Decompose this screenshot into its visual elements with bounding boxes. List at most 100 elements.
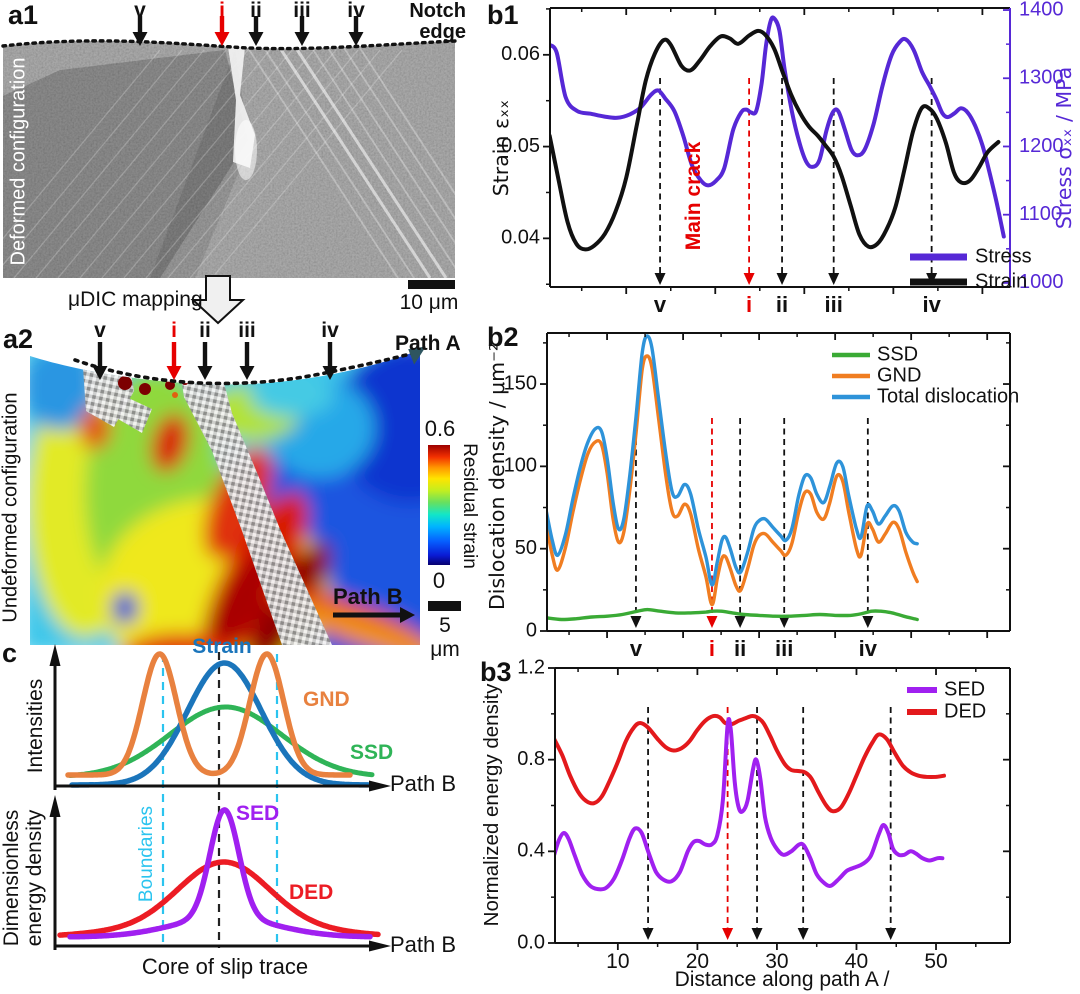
- c-boundaries-label: Boundaries: [136, 805, 157, 903]
- down-arrow-icon: [166, 342, 182, 380]
- panel-b1-label: b1: [487, 0, 519, 30]
- slip-trace-line: [3, 49, 161, 278]
- legend-label-total-dislocation: Total dislocation: [877, 385, 1019, 407]
- marker-arrow-icon: [320, 342, 340, 380]
- panel-c: c Strain GND SSD SED DED Path B Path B C…: [0, 635, 470, 994]
- c-path-b-bottom-label: Path B: [390, 932, 457, 957]
- mapping-label: μDIC mapping: [68, 288, 203, 311]
- marker-label-ii: ii: [199, 319, 211, 342]
- y-right-tick-label: 1300: [1019, 67, 1064, 89]
- path-a-arrow-icon: [408, 346, 426, 365]
- marker-label-ii: ii: [734, 636, 746, 661]
- y-tick-label: 0: [526, 619, 537, 641]
- x-tick-label: 20: [686, 950, 709, 973]
- marker-arrow-icon: [828, 273, 840, 285]
- series-group: [550, 15, 1006, 252]
- path-a-label: Path A: [395, 332, 461, 355]
- schematic-curve-ded: [57, 859, 381, 938]
- y-tick-label: 0.04: [501, 227, 540, 249]
- down-arrow-icon: [348, 16, 364, 46]
- schematic-curve-sed: [67, 807, 373, 940]
- x-tick-label: 30: [765, 950, 788, 973]
- legend-label-strain: Strain: [975, 270, 1027, 292]
- marker-label-v: v: [134, 0, 146, 22]
- b1-chart: v i ii iii iv0.040.050.061000110012001300140…: [501, 0, 1064, 317]
- path-b-label: Path B: [333, 584, 403, 609]
- b3-axis-title: Normalized energy density: [480, 683, 503, 927]
- path-a-dotted-line: [73, 350, 420, 386]
- series-ded: [555, 713, 946, 814]
- legend-label-stress: Stress: [975, 245, 1032, 267]
- marker-arrow-icon: [164, 342, 184, 380]
- marker-arrow-icon: [195, 342, 215, 380]
- y-right-tick-label: 1400: [1019, 0, 1064, 20]
- legend-label-gnd: GND: [877, 364, 921, 386]
- marker-label-ii: ii: [250, 0, 262, 22]
- sem-dark-wedge: [150, 50, 250, 278]
- marker-arrow-icon: [292, 16, 312, 46]
- marker-arrow-icon: [722, 928, 734, 940]
- y-tick-label: 0.06: [501, 43, 540, 65]
- sem-dark-band: [3, 50, 248, 278]
- marker-label-v: v: [94, 319, 106, 342]
- marker-arrow-icon: [130, 16, 150, 46]
- down-arrow-icon: [322, 342, 338, 380]
- main-crack-label: Main crack: [682, 141, 705, 251]
- slip-trace-line: [359, 47, 455, 278]
- slip-trace-line: [327, 47, 455, 278]
- marker-label-i: i: [171, 319, 177, 342]
- marker-arrow-icon: [346, 16, 366, 46]
- slip-trace-line: [57, 49, 249, 278]
- series-ssd: [547, 607, 919, 622]
- marker-label-i: i: [219, 0, 225, 22]
- marker-arrow-icon: [778, 616, 790, 628]
- slip-trace-line: [123, 49, 315, 278]
- c-ded-label: DED: [289, 881, 334, 904]
- y-right-tick-label: 1100: [1019, 203, 1062, 225]
- slip-trace-line: [3, 49, 183, 278]
- slip-trace-line: [35, 49, 227, 278]
- marker-arrow-icon: [246, 16, 266, 46]
- panel-a2-label: a2: [3, 324, 34, 354]
- axis-arrow-icon: [369, 940, 391, 952]
- marker-label-iii: iii: [825, 292, 843, 317]
- y-tick-label: 0.4: [517, 840, 545, 862]
- x-tick-label: 10: [606, 950, 629, 973]
- b1-right-axis-title: Stress σₓₓ / MPa: [1052, 66, 1076, 230]
- marker-label-iv: iv: [922, 292, 941, 317]
- y-right-tick-label: 1200: [1019, 135, 1064, 157]
- slip-trace-line: [101, 49, 293, 278]
- schematic-curve-ssd: [67, 704, 375, 778]
- scalebar-a1-label: 10 μm: [399, 291, 459, 314]
- deformed-config-label: Deformed configuration: [7, 57, 30, 266]
- marker-label-ii: ii: [776, 292, 788, 317]
- sem-crack-glow: [235, 120, 257, 180]
- c-intensities-label: Intensities: [24, 678, 47, 774]
- marker-arrow-icon: [706, 616, 718, 628]
- slip-trace-line: [189, 49, 381, 278]
- down-arrow-icon: [214, 16, 230, 46]
- series-stress: [550, 15, 1006, 239]
- panel-b3-label: b3: [480, 657, 512, 687]
- y-tick-label: 0.0: [517, 931, 545, 953]
- slip-trace-line: [311, 47, 455, 278]
- colorbar-min: 0: [432, 568, 446, 593]
- slip-trace-line: [247, 47, 399, 278]
- panel-a2: a2 v i ii iii iv Path A Undeformed confi…: [0, 318, 480, 661]
- marker-label-iv: iv: [859, 636, 878, 661]
- down-arrow-icon: [294, 16, 310, 46]
- undeformed-config-label: Undeformed configuration: [0, 392, 22, 623]
- axis-arrow-icon: [49, 795, 61, 817]
- marker-label-iii: iii: [293, 0, 311, 22]
- panel-b2-label: b2: [487, 322, 519, 352]
- marker-arrow-icon: [90, 342, 110, 380]
- marker-arrow-icon: [862, 616, 874, 628]
- slip-trace-line: [263, 47, 415, 278]
- slip-trace-line: [13, 49, 205, 278]
- marker-arrow-icon: [885, 928, 897, 940]
- c-strain-label: Strain: [192, 635, 252, 658]
- b3-x-axis-title: Distance along path A / nm: [674, 968, 890, 994]
- slip-trace-line: [278, 47, 432, 278]
- marker-arrow-icon: [734, 616, 746, 628]
